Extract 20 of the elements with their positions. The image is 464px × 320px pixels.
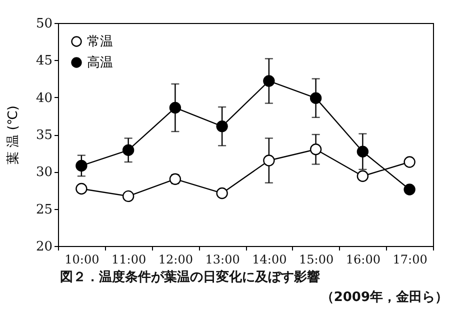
y-tick-label: 20: [36, 240, 52, 254]
legend-label: 高温: [87, 54, 113, 70]
y-tick-label: 35: [36, 128, 52, 143]
caption: 図２．温度条件が葉温の日変化に及ぼす影響: [59, 268, 321, 286]
x-tick-label: 15:00: [299, 252, 334, 266]
x-tick-label: 17:00: [392, 252, 428, 266]
text: （2009年，金田ら）: [320, 289, 449, 306]
x-tick-label: 12:00: [158, 252, 193, 266]
y-tick-label: 45: [36, 54, 52, 69]
y-tick-label: 40: [36, 90, 52, 106]
x-tick-label: 16:00: [346, 252, 380, 266]
y-tick-label: 30: [36, 165, 52, 180]
x-tick-label: 14:00: [252, 252, 287, 266]
y-tick-label: 50: [36, 16, 52, 32]
y-tick-label: 25: [36, 202, 52, 218]
legend-label: 常温: [87, 34, 113, 50]
x-tick-label: 13:00: [205, 252, 240, 266]
x-tick-label: 11:00: [112, 252, 146, 266]
x-tick-label: 10:00: [64, 252, 100, 266]
y-axis-title: 葉 温 (℃): [6, 105, 21, 165]
